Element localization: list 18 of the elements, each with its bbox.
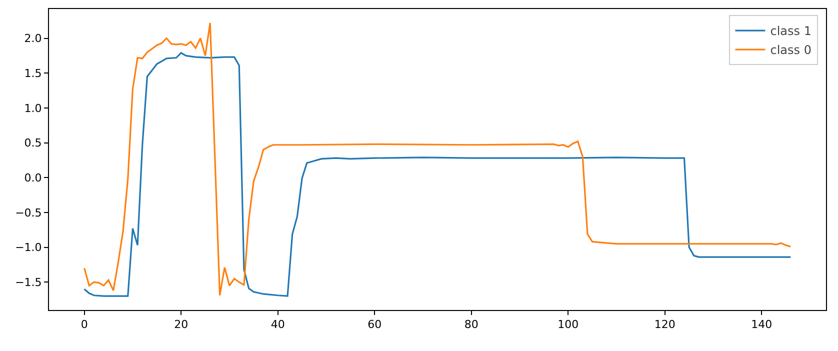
x-tick-label: 140 (751, 318, 772, 332)
y-tick-label: 1.5 (24, 66, 42, 80)
x-tick-label: 0 (80, 318, 88, 332)
x-tick-label: 100 (558, 318, 579, 332)
x-tick-label: 60 (368, 318, 382, 332)
legend-label: class 0 (770, 43, 812, 58)
y-tick-label: 2.0 (24, 32, 42, 46)
y-tick-label: 1.0 (24, 102, 42, 115)
y-tick-label: −1.0 (15, 241, 42, 254)
y-tick-label: −0.5 (15, 206, 42, 220)
y-tick-label: −1.5 (15, 276, 42, 289)
y-tick-label: 0.0 (24, 171, 42, 184)
x-tick-label: 40 (270, 318, 285, 332)
y-tick-label: 0.5 (24, 136, 42, 150)
legend-label: class 1 (770, 24, 812, 38)
x-tick-label: 20 (174, 318, 188, 332)
x-tick-label: 80 (464, 318, 478, 332)
x-tick-label: 120 (654, 318, 676, 332)
